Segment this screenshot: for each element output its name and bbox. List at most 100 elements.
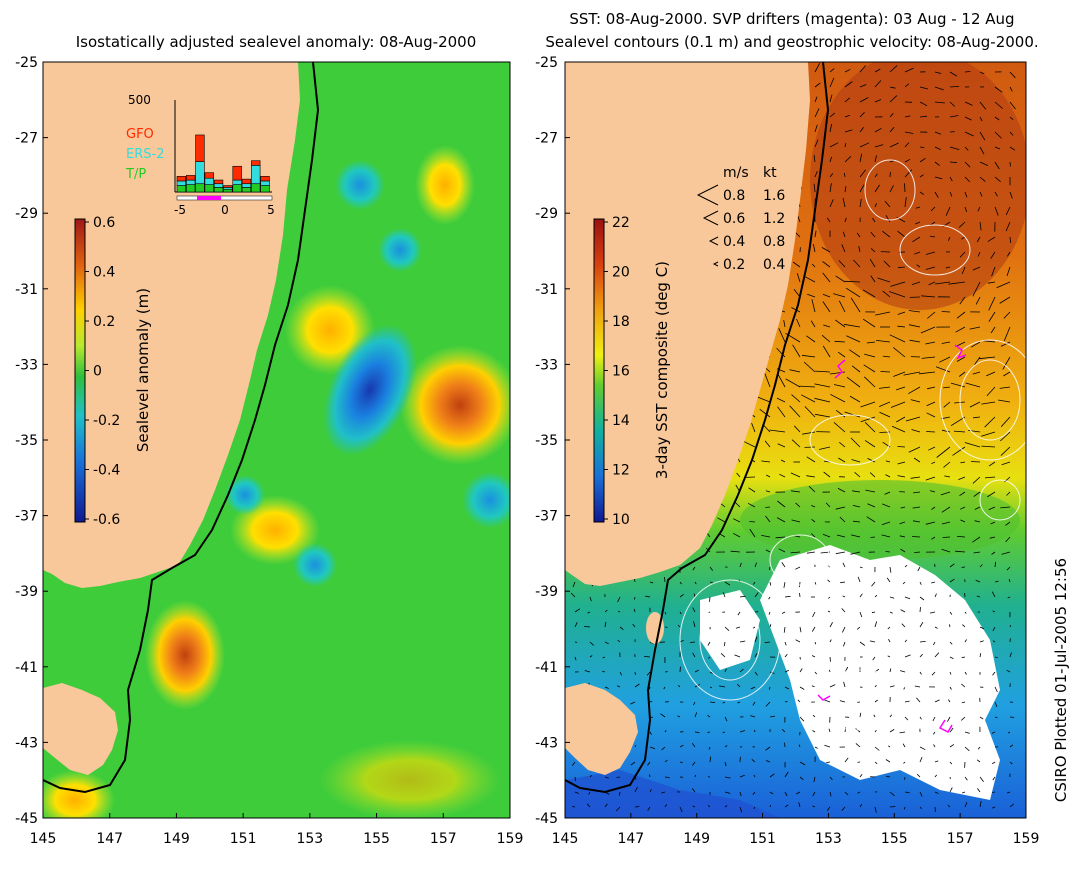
sst-colorbar-bar — [593, 218, 605, 523]
y-axis-label: -29 — [15, 206, 38, 222]
velocity-vector — [777, 374, 786, 388]
velocity-vector — [753, 774, 756, 778]
velocity-vector — [829, 199, 834, 208]
velocity-vector — [964, 116, 972, 121]
velocity-vector — [903, 371, 921, 376]
velocity-vector — [634, 744, 636, 748]
velocity-vector — [842, 626, 846, 633]
velocity-vector — [919, 174, 924, 178]
velocity-vector — [677, 715, 681, 718]
velocity-vector — [1009, 101, 1016, 110]
velocity-vector — [992, 791, 996, 793]
velocity-vector — [750, 715, 756, 718]
velocity-vector — [849, 395, 861, 403]
velocity-vector — [806, 551, 816, 554]
velocity-vector — [928, 281, 936, 286]
velocity-vector — [988, 506, 996, 511]
velocity-vector — [945, 266, 951, 269]
velocity-vector — [919, 115, 928, 118]
velocity-vector — [694, 731, 700, 734]
histogram-bar-gfo — [204, 172, 214, 179]
velocity-vector — [808, 486, 816, 493]
velocity-vector — [969, 326, 981, 330]
velocity-vector — [1002, 356, 1011, 370]
velocity-vector — [752, 581, 756, 585]
velocity-vector — [875, 311, 891, 316]
velocity-vector — [570, 592, 576, 598]
velocity-vector — [822, 272, 831, 283]
velocity-vector — [889, 668, 892, 673]
velocity-vector — [814, 82, 821, 88]
velocity-vector — [934, 191, 939, 198]
velocity-vector — [904, 83, 910, 88]
velocity-vector — [818, 446, 831, 450]
velocity-vector — [661, 791, 666, 794]
velocity-vector — [871, 581, 876, 587]
histogram-bar-tp — [232, 184, 242, 193]
velocity-vector — [821, 334, 831, 343]
velocity-vector — [632, 623, 636, 628]
velocity-vector — [885, 759, 891, 763]
y-axis-label: -25 — [535, 55, 558, 71]
velocity-vector — [723, 641, 726, 647]
drifter-track — [938, 719, 953, 733]
velocity-vector — [791, 394, 801, 403]
velocity-vector — [900, 548, 906, 553]
velocity-vector — [781, 611, 786, 614]
velocity-vector — [754, 729, 756, 733]
velocity-vector — [823, 471, 831, 478]
velocity-vector — [775, 536, 786, 539]
velocity-vector — [829, 77, 835, 88]
velocity-vector — [709, 756, 712, 763]
velocity-vector — [815, 370, 831, 373]
velocity-vector — [948, 281, 966, 285]
velocity-vector — [663, 686, 666, 690]
velocity-vector — [739, 668, 744, 673]
velocity-vector — [994, 101, 1003, 109]
velocity-vector — [881, 534, 891, 538]
x-axis-label: 151 — [230, 831, 257, 847]
y-axis-label: -39 — [535, 584, 558, 600]
velocity-vector — [694, 669, 699, 673]
velocity-vector — [829, 68, 835, 73]
velocity-vector — [844, 172, 846, 178]
histogram-bar-tp — [251, 183, 261, 193]
velocity-vector — [931, 671, 936, 676]
velocity-vector — [1000, 341, 1011, 347]
velocity-vector — [633, 596, 636, 600]
velocity-vector — [796, 273, 801, 283]
velocity-vector — [843, 641, 846, 647]
velocity-vector — [961, 701, 966, 704]
velocity-vector — [942, 536, 951, 538]
velocity-vector — [964, 176, 971, 183]
velocity-vector — [835, 409, 846, 418]
velocity-vector — [943, 401, 951, 408]
velocity-vector — [750, 686, 756, 690]
right-panel-title-line1: SST: 08-Aug-2000. SVP drifters (magenta)… — [569, 10, 1014, 28]
velocity-vector — [859, 169, 867, 178]
velocity-vector — [908, 310, 921, 313]
velocity-vector — [916, 697, 921, 703]
velocity-vector — [949, 761, 953, 765]
velocity-vector — [964, 191, 968, 198]
velocity-vector — [919, 791, 923, 797]
velocity-vector — [844, 757, 849, 763]
velocity-vector — [859, 112, 865, 118]
velocity-vector — [877, 277, 891, 283]
velocity-vector — [766, 474, 771, 478]
velocity-vector — [904, 183, 906, 193]
velocity-vector — [904, 115, 911, 118]
velocity-vector — [615, 806, 621, 812]
velocity-vector — [811, 626, 816, 632]
velocity-vector — [776, 397, 786, 403]
velocity-vector — [803, 275, 816, 283]
velocity-vector — [739, 595, 746, 598]
velocity-vector — [996, 281, 1011, 289]
velocity-vector — [862, 318, 876, 328]
velocity-vector — [736, 472, 741, 478]
velocity-vector — [645, 595, 651, 598]
velocity-vector — [854, 471, 861, 478]
velocity-vector — [619, 626, 624, 631]
velocity-vector — [976, 759, 981, 763]
velocity-vector — [987, 236, 996, 242]
